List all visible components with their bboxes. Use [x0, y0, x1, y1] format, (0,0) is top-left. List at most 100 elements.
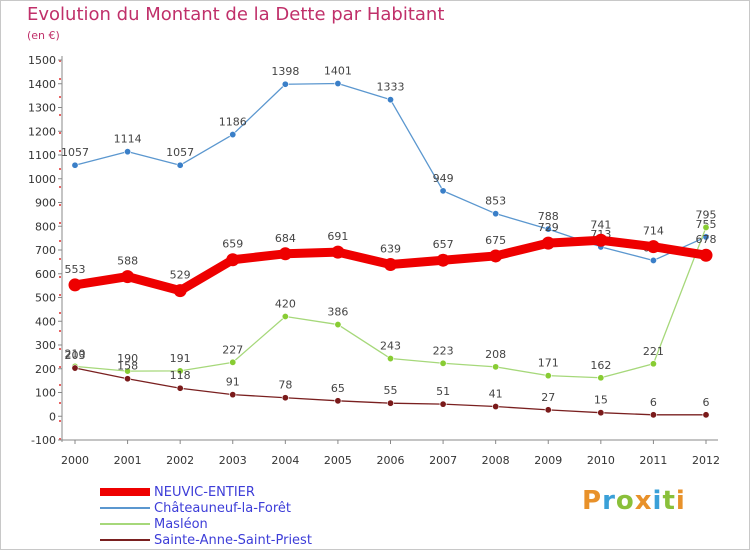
data-label: 741: [590, 218, 611, 231]
y-tick-label: 600: [35, 268, 56, 281]
data-label: 639: [380, 242, 401, 255]
data-point: [229, 131, 237, 139]
legend-label: Masléon: [154, 516, 208, 532]
data-point: [121, 270, 135, 284]
data-label: 203: [65, 349, 86, 362]
data-point: [646, 240, 660, 254]
logo-letter: x: [634, 486, 653, 516]
data-label: 691: [327, 230, 348, 243]
x-tick-label: 2012: [692, 454, 720, 467]
x-tick-label: 2001: [114, 454, 142, 467]
data-label: 659: [222, 238, 243, 251]
data-label: 1114: [114, 133, 142, 146]
data-label: 243: [380, 340, 401, 353]
data-point: [331, 245, 345, 259]
data-point: [386, 399, 394, 407]
data-label: 386: [327, 306, 348, 319]
x-tick-label: 2004: [271, 454, 299, 467]
logo-letter: t: [662, 486, 676, 516]
y-tick-label: 100: [35, 387, 56, 400]
data-point: [124, 375, 132, 383]
data-point: [439, 187, 447, 195]
data-point: [699, 248, 713, 262]
y-tick-label: 0: [49, 410, 56, 423]
data-label: 78: [278, 379, 292, 392]
chart-title: Evolution du Montant de la Dette par Hab…: [27, 4, 445, 25]
data-label: 223: [433, 344, 454, 357]
y-tick-label: -100: [31, 434, 56, 447]
data-point: [334, 321, 342, 329]
data-point: [71, 161, 79, 169]
data-point: [597, 409, 605, 417]
x-tick-label: 2011: [639, 454, 667, 467]
data-label: 1398: [271, 65, 299, 78]
legend-item: Sainte-Anne-Saint-Priest: [100, 532, 312, 548]
data-point: [281, 312, 289, 320]
data-point: [173, 284, 187, 298]
data-point: [229, 358, 237, 366]
x-tick-label: 2005: [324, 454, 352, 467]
data-label: 657: [433, 238, 454, 251]
data-point: [436, 253, 450, 267]
y-tick-label: 800: [35, 220, 56, 233]
data-point: [597, 374, 605, 382]
y-tick-label: 1500: [28, 54, 56, 67]
data-point: [71, 364, 79, 372]
data-point: [702, 411, 710, 419]
data-point: [229, 391, 237, 399]
data-point: [334, 397, 342, 405]
data-point: [492, 363, 500, 371]
x-tick-label: 2003: [219, 454, 247, 467]
y-tick-label: 1300: [28, 102, 56, 115]
data-label: 678: [696, 233, 717, 246]
data-label: 6: [703, 396, 710, 409]
data-label: 714: [643, 225, 664, 238]
x-tick-label: 2002: [166, 454, 194, 467]
data-label: 91: [226, 376, 240, 389]
data-label: 553: [65, 263, 86, 276]
legend-label: Sainte-Anne-Saint-Priest: [154, 532, 312, 548]
data-point: [489, 249, 503, 263]
data-point: [278, 247, 292, 261]
data-label: 1401: [324, 65, 352, 78]
x-tick-label: 2010: [587, 454, 615, 467]
data-point: [124, 148, 132, 156]
data-point: [176, 384, 184, 392]
y-tick-label: 300: [35, 339, 56, 352]
legend-item: NEUVIC-ENTIER: [100, 484, 312, 500]
data-label: 41: [489, 388, 503, 401]
data-point: [439, 359, 447, 367]
data-point: [226, 253, 240, 267]
data-label: 158: [117, 360, 138, 373]
logo-letter: o: [615, 486, 635, 516]
data-point: [386, 355, 394, 363]
data-label: 1186: [219, 116, 247, 129]
data-label: 949: [433, 172, 454, 185]
data-label: 675: [485, 234, 506, 247]
data-label: 118: [170, 369, 191, 382]
data-label: 6: [650, 396, 657, 409]
data-point: [334, 80, 342, 88]
data-label: 65: [331, 382, 345, 395]
data-point: [649, 256, 657, 264]
x-tick-label: 2000: [61, 454, 89, 467]
data-label: 208: [485, 348, 506, 361]
data-label: 684: [275, 232, 296, 245]
data-point: [594, 233, 608, 247]
y-tick-label: 1000: [28, 173, 56, 186]
x-tick-label: 2007: [429, 454, 457, 467]
y-tick-label: 1400: [28, 78, 56, 91]
proxiti-logo: Proxiti: [582, 486, 686, 516]
logo-letter: r: [602, 486, 616, 516]
legend-swatch: [100, 507, 150, 509]
data-label: 529: [170, 269, 191, 282]
series-line: [74, 82, 707, 262]
data-point: [649, 360, 657, 368]
data-point: [492, 210, 500, 218]
data-label: 171: [538, 357, 559, 370]
legend-swatch: [100, 523, 150, 525]
data-point: [439, 400, 447, 408]
data-label: 420: [275, 298, 296, 311]
data-label: 853: [485, 195, 506, 208]
y-tick-label: 200: [35, 363, 56, 376]
